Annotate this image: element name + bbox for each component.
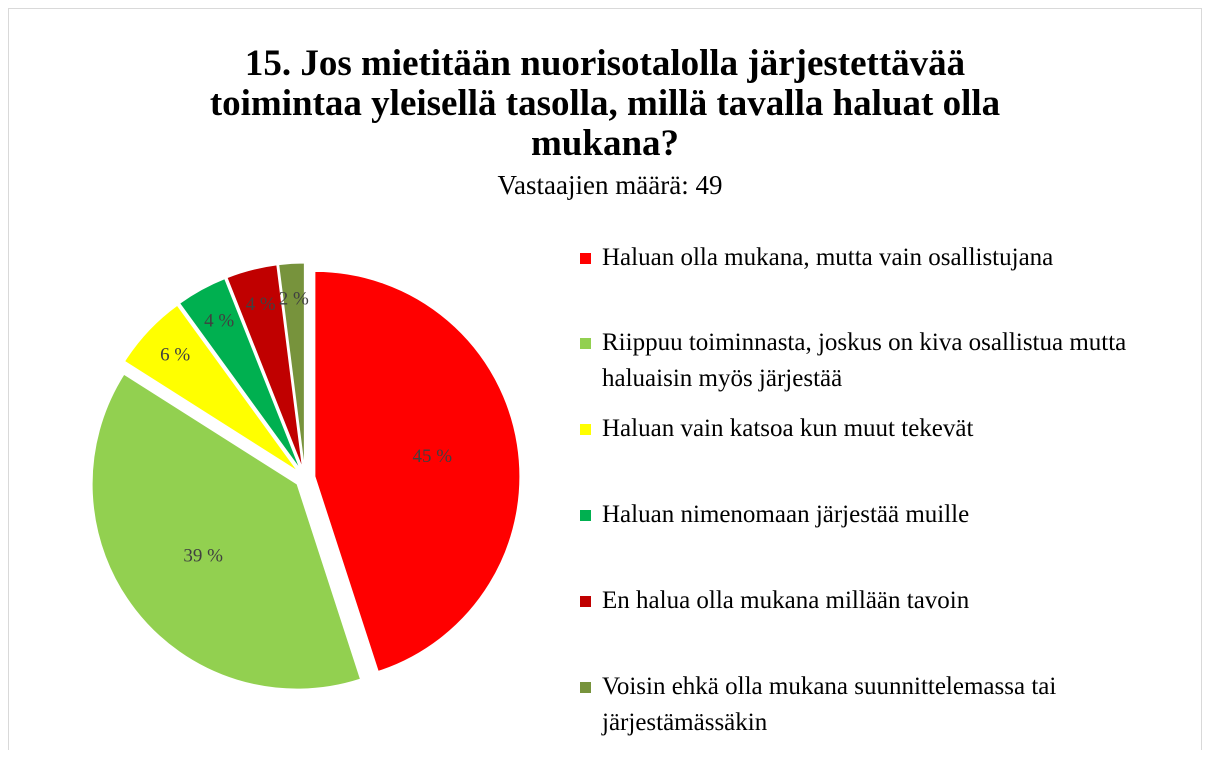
legend-swatch — [580, 338, 591, 349]
legend-swatch — [580, 253, 591, 264]
pie-slice — [226, 264, 304, 469]
chart-subtitle: Vastaajien määrä: 49 — [497, 170, 723, 200]
chart-title: 15. Jos mietitään nuorisotalolla järjest… — [209, 43, 1001, 164]
data-label: 6 % — [160, 344, 190, 365]
legend-swatch — [580, 682, 591, 693]
pie-slice — [91, 373, 362, 690]
legend-item: Haluan olla mukana, mutta vain osallistu… — [580, 240, 1200, 276]
legend-label: Voisin ehkä olla mukana suunnittelemassa… — [602, 673, 1057, 736]
legend-swatch — [580, 510, 591, 521]
pie-slice — [314, 270, 521, 673]
legend-item: Haluan vain katsoa kun muut tekevät — [580, 411, 1200, 447]
legend-label: Riippuu toiminnasta, joskus on kiva osal… — [602, 329, 1127, 392]
data-label: 45 % — [413, 446, 453, 467]
legend-label: Haluan nimenomaan järjestää muille — [602, 501, 970, 528]
data-label: 4 % — [204, 310, 234, 331]
data-label: 4 % — [246, 294, 276, 315]
legend-label: Haluan olla mukana, mutta vain osallistu… — [602, 244, 1054, 271]
chart-frame — [8, 8, 1202, 750]
legend-item: Voisin ehkä olla mukana suunnittelemassa… — [580, 669, 1200, 741]
legend-label: Haluan vain katsoa kun muut tekevät — [602, 415, 974, 442]
pie-slice — [123, 304, 299, 472]
data-label: 39 % — [183, 545, 223, 566]
legend-item: En halua olla mukana millään tavoin — [580, 583, 1200, 619]
pie-slice — [278, 262, 305, 469]
legend-label: En halua olla mukana millään tavoin — [602, 587, 970, 614]
legend-item: Riippuu toiminnasta, joskus on kiva osal… — [580, 325, 1200, 397]
pie-slice — [178, 277, 301, 470]
legend-swatch — [580, 424, 591, 435]
legend-swatch — [580, 596, 591, 607]
data-label: 2 % — [279, 289, 309, 310]
legend-item: Haluan nimenomaan järjestää muille — [580, 497, 1200, 533]
